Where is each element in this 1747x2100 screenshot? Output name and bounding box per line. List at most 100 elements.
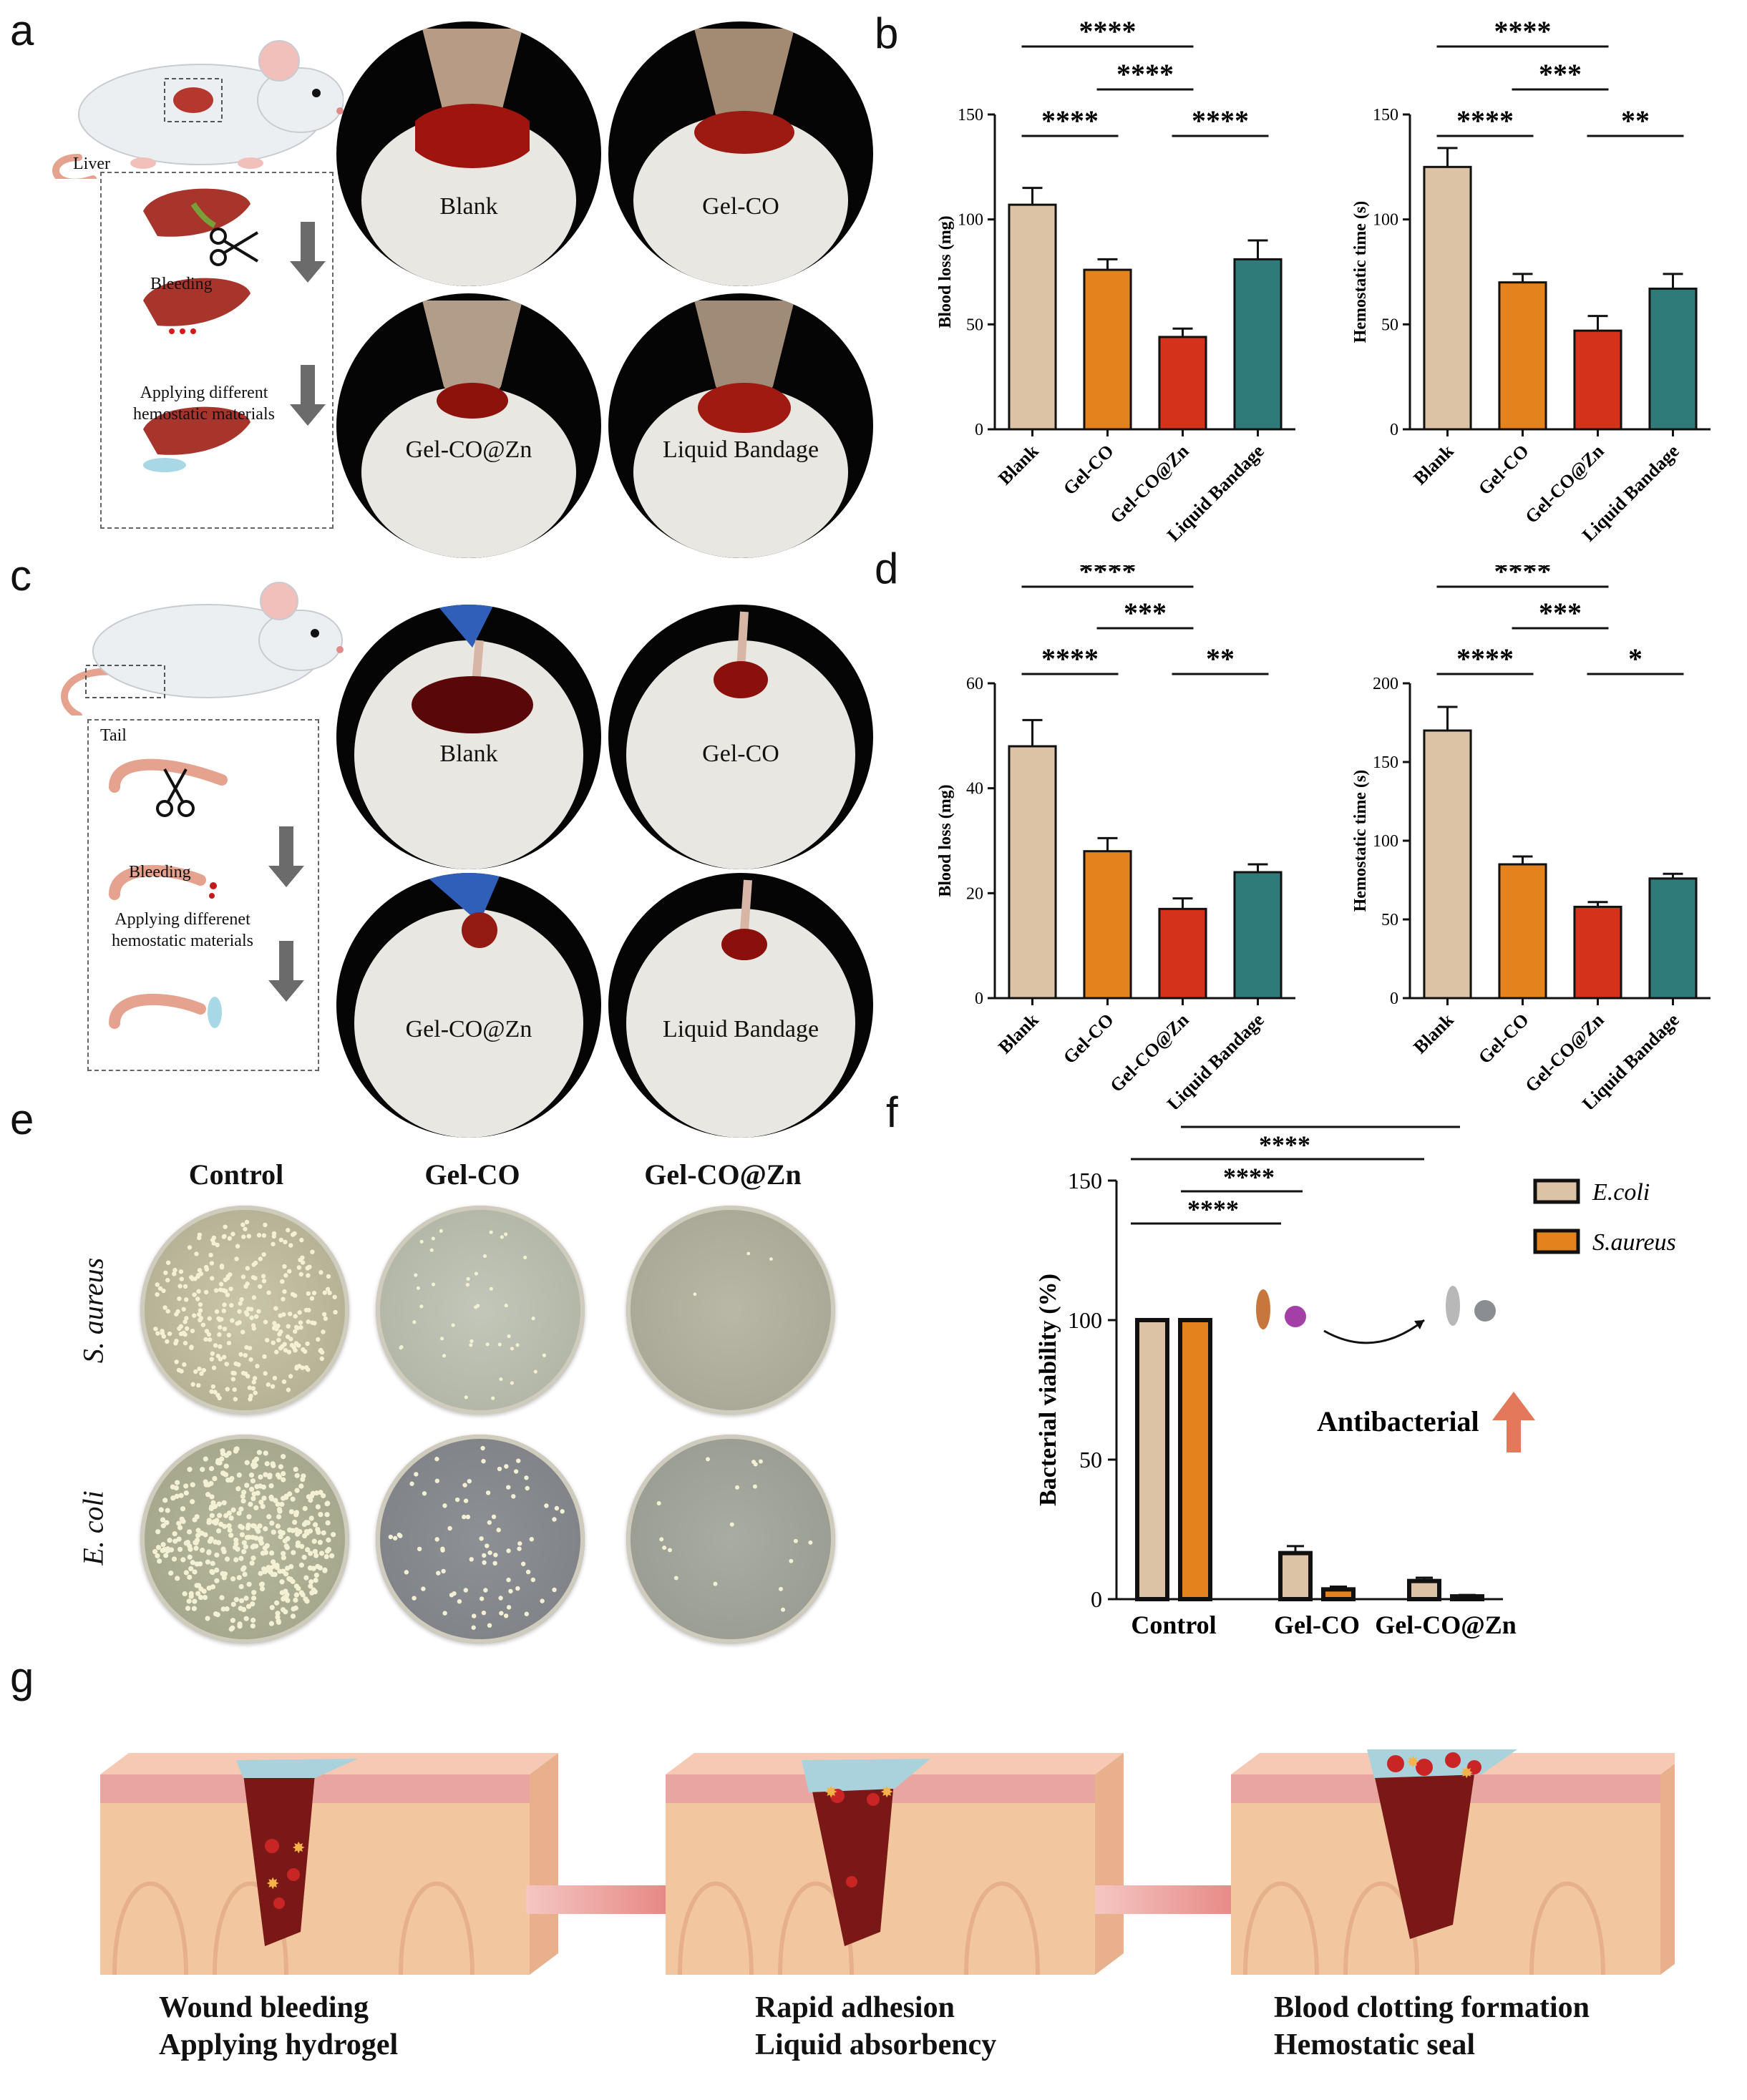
panel-letter-e: e <box>10 1095 34 1143</box>
bar <box>1573 905 1622 1000</box>
significance-label: *** <box>1124 597 1167 629</box>
legend-swatch <box>1533 1229 1580 1254</box>
bar <box>1498 281 1547 431</box>
y-tick-label: 60 <box>966 675 983 693</box>
panel-letter-c: c <box>10 552 31 600</box>
bar <box>1573 329 1622 431</box>
down-arrows-c <box>268 826 304 1002</box>
chart-bacterial-viability: 0 50 100 150 Bacterial viability (%) Control G… <box>1035 1116 1676 1639</box>
organ-label-c: Tail <box>100 726 127 745</box>
photo-tail-gel-co-zn: Gel-CO@Zn <box>336 873 601 1138</box>
photo-tail-liquid-bandage: Liquid Bandage <box>608 873 873 1138</box>
svg-text:✸: ✸ <box>880 1783 893 1801</box>
svg-text:✸: ✸ <box>1460 1764 1473 1782</box>
down-arrow-icon <box>268 826 304 887</box>
y-tick-label: 150 <box>1068 1168 1102 1193</box>
annotation-antibacterial: Antibacterial <box>1317 1405 1479 1437</box>
bar <box>1158 336 1207 431</box>
y-axis-label: Hemostatic time (s) <box>1351 770 1370 912</box>
significance-label: *** <box>1539 58 1582 90</box>
y-axis-label: Blood loss (mg) <box>936 215 955 328</box>
y-tick-label: 100 <box>1373 211 1398 230</box>
photo-label: Gel-CO <box>702 193 779 220</box>
significance-label: **** <box>1079 15 1137 47</box>
arrow-icon <box>1323 1319 1425 1344</box>
scissors-icon <box>210 228 259 266</box>
caption-step-2: Rapid adhesion Liquid absorbency <box>755 1989 996 2064</box>
down-arrow-icon <box>290 365 326 426</box>
x-tick-label: Blank <box>1409 1009 1458 1058</box>
x-tick-label: Gel-CO@Zn <box>1375 1611 1517 1639</box>
y-tick-label: 150 <box>1373 106 1398 124</box>
significance-label: *** <box>1539 597 1582 629</box>
significance-label: **** <box>1192 104 1249 137</box>
mouse-illustration-a <box>52 40 344 179</box>
bar <box>1648 877 1698 1000</box>
bar <box>1407 1578 1441 1602</box>
svg-text:✸: ✸ <box>266 1875 279 1893</box>
x-tick-label: Blank <box>994 1009 1043 1058</box>
panel-letter-a: a <box>10 6 34 54</box>
column-title-gel-co-zn: Gel-CO@Zn <box>644 1158 802 1191</box>
mouse-illustration-c <box>61 582 344 716</box>
caption-step-3-line-1: Blood clotting formation <box>1274 1991 1590 2024</box>
bar <box>1008 745 1057 1000</box>
antibacterial-illustration <box>1256 1286 1496 1344</box>
significance-label: **** <box>1456 104 1514 137</box>
x-tick-label: Gel-CO <box>1274 1611 1360 1639</box>
legend-label: S.aureus <box>1592 1229 1676 1256</box>
svg-text:✸: ✸ <box>824 1783 837 1801</box>
bar <box>1233 258 1283 431</box>
x-tick-label: Control <box>1131 1611 1216 1639</box>
y-tick-label: 0 <box>1390 421 1398 439</box>
photo-label: Gel-CO <box>702 741 779 767</box>
y-tick-label: 150 <box>1373 753 1398 772</box>
photo-liver-gel-co: Gel-CO <box>608 21 873 286</box>
significance-label: **** <box>1302 1116 1353 1127</box>
significance-label: **** <box>1041 643 1099 675</box>
photo-label: Gel-CO@Zn <box>405 436 532 463</box>
significance-label: ** <box>1621 104 1650 137</box>
row-label-s-aureus: S. aureus <box>77 1257 110 1364</box>
panel-letter-f: f <box>886 1088 898 1136</box>
bar <box>1423 165 1472 431</box>
bar <box>1321 1587 1356 1601</box>
significance-label: **** <box>1494 565 1552 587</box>
significance-label: **** <box>1259 1130 1310 1159</box>
legend-swatch <box>1533 1178 1580 1204</box>
photo-tail-gel-co: Gel-CO <box>608 605 873 869</box>
plate-s-aureus-gel-co <box>376 1206 585 1415</box>
y-tick-label: 150 <box>958 106 983 124</box>
significance-label: * <box>1628 643 1643 675</box>
svg-text:✸: ✸ <box>292 1839 305 1857</box>
caption-step-3: Blood clotting formation Hemostatic seal <box>1274 1989 1590 2064</box>
photo-label: Liquid Bandage <box>662 1016 819 1042</box>
skin-block-2: ✸ ✸ <box>666 1753 1124 1976</box>
photo-tail-blank: Blank <box>336 605 601 869</box>
photo-liver-gel-co-zn: Gel-CO@Zn <box>336 293 601 558</box>
caption-step-2-line-2: Liquid absorbency <box>755 2028 997 2061</box>
x-tick-label: Gel-CO <box>1059 1010 1118 1068</box>
bar <box>1158 907 1207 1000</box>
y-axis-label: Bacterial viability (%) <box>1035 1274 1061 1506</box>
significance-label: **** <box>1456 643 1514 675</box>
y-tick-label: 100 <box>958 211 983 230</box>
row-label-e-coli: E. coli <box>77 1490 110 1566</box>
bar <box>1648 287 1698 431</box>
y-tick-label: 40 <box>966 780 983 799</box>
rod-bacterium-icon <box>1256 1289 1270 1329</box>
significance-label: **** <box>1079 565 1137 587</box>
liver-steps-a <box>143 188 250 472</box>
bar <box>1278 1550 1313 1602</box>
plate-s-aureus-control <box>140 1206 349 1415</box>
y-axis-label: Blood loss (mg) <box>936 784 955 897</box>
significance-label: ** <box>1206 643 1235 675</box>
y-tick-label: 0 <box>1390 990 1398 1008</box>
bar <box>1008 203 1057 431</box>
y-tick-label: 50 <box>966 316 983 334</box>
chart-hemostatic-time-tail: 0 50 100 150 200 Hemostatic time (s) Blank Gel-… <box>1351 565 1710 1109</box>
bar <box>1498 863 1547 1000</box>
